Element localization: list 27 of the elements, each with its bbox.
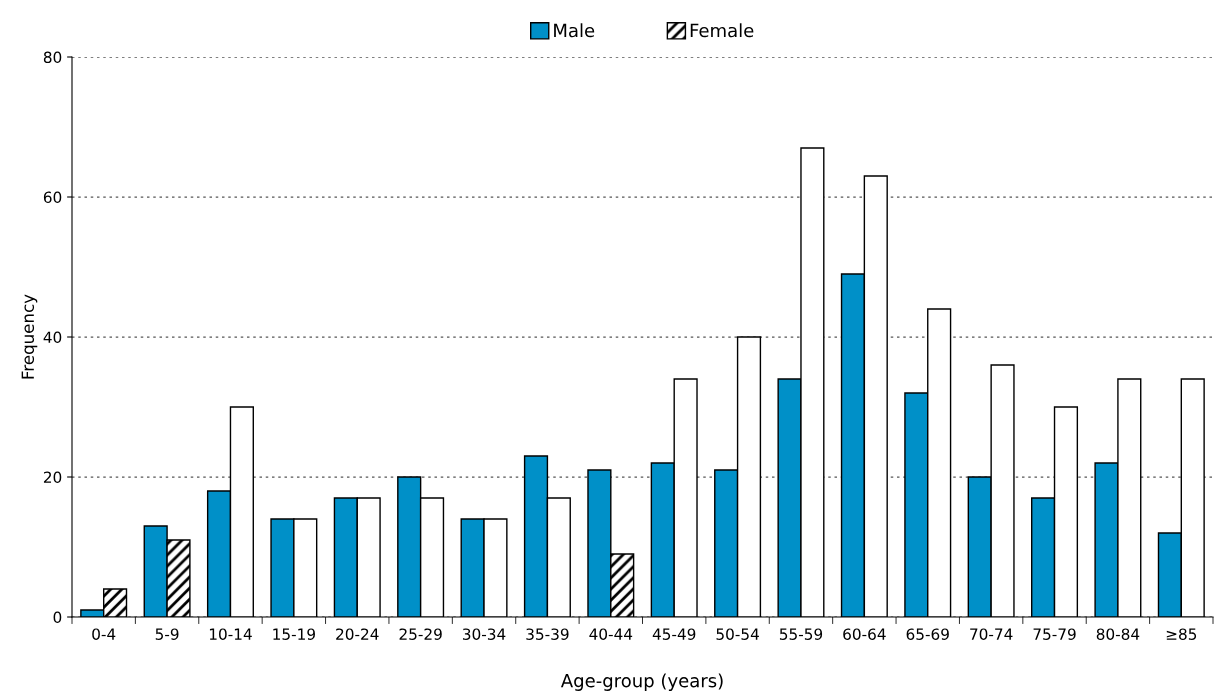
y-tick-label: 80 — [43, 51, 62, 64]
x-tick-label: 40-44 — [589, 628, 633, 640]
y-axis-title: Frequency — [21, 294, 38, 379]
x-tick-label: 0-4 — [92, 628, 116, 640]
legend-label: Male — [554, 23, 595, 38]
y-tick-label: 60 — [43, 191, 62, 204]
x-tick-label: ≥85 — [1166, 628, 1197, 640]
x-tick-label: 70-74 — [970, 628, 1013, 640]
x-tick-label: 60-64 — [843, 628, 886, 640]
x-tick-label: 45-49 — [652, 628, 696, 640]
x-tick-label: 5-9 — [155, 628, 179, 640]
x-tick-label: 35-39 — [526, 628, 569, 640]
x-tick-label: 50-54 — [716, 628, 759, 640]
x-tick-label: 80-84 — [1096, 628, 1140, 640]
x-tick-label: 65-69 — [906, 628, 949, 640]
x-tick-label: 30-34 — [463, 628, 506, 640]
x-tick-label: 75-79 — [1033, 628, 1076, 640]
y-tick-label: 40 — [43, 331, 62, 344]
y-tick-label: 0 — [53, 611, 62, 624]
x-tick-label: 20-24 — [336, 628, 379, 640]
x-tick-label: 25-29 — [399, 628, 442, 640]
x-tick-label: 15-19 — [273, 628, 315, 640]
legend-label: Female — [690, 23, 754, 38]
x-tick-label: 55-59 — [779, 628, 823, 640]
y-tick-label: 20 — [43, 471, 62, 484]
x-axis-title: Age-group (years) — [560, 673, 723, 691]
x-tick-label: 10-14 — [209, 628, 252, 640]
